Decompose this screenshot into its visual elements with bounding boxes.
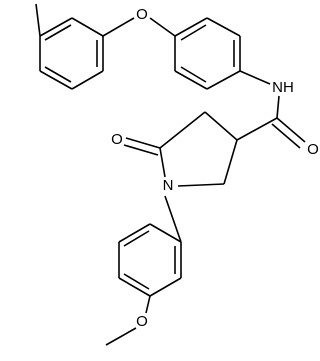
bond [39, 70, 73, 90]
bond [164, 195, 182, 243]
bond [276, 117, 306, 143]
bond [39, 17, 73, 37]
bond [206, 17, 241, 37]
bond [177, 183, 225, 187]
bond [174, 17, 208, 37]
atom-label: O [136, 313, 148, 330]
bond [35, 3, 41, 37]
bond [71, 17, 104, 37]
atom-label: NH [272, 79, 294, 96]
bond [125, 137, 161, 149]
atom-label: N [163, 177, 174, 194]
bond [123, 144, 159, 156]
bond [44, 66, 72, 83]
bond [174, 70, 208, 90]
bond [159, 147, 166, 178]
bond [271, 123, 301, 149]
bond [239, 70, 271, 85]
bond [236, 117, 278, 141]
atom-label: O [111, 131, 123, 148]
bond [276, 95, 280, 119]
bond [123, 273, 150, 290]
bond [105, 327, 137, 346]
atom-labels: O NH O N O O [111, 6, 319, 330]
bond [159, 111, 206, 149]
bond [44, 24, 72, 41]
bond [180, 66, 207, 83]
bond [149, 223, 182, 243]
bond [149, 277, 182, 297]
bond [71, 70, 104, 90]
atom-label: O [136, 6, 148, 23]
bonds [35, 3, 306, 346]
bond [118, 277, 151, 297]
bond [145, 295, 151, 314]
bond [149, 17, 176, 37]
bond [102, 17, 135, 37]
bond [118, 223, 151, 243]
bond [223, 139, 238, 185]
bond [123, 230, 150, 247]
atom-label: O [307, 141, 319, 158]
bond [180, 24, 207, 41]
bond [206, 70, 241, 90]
bond [204, 111, 238, 141]
